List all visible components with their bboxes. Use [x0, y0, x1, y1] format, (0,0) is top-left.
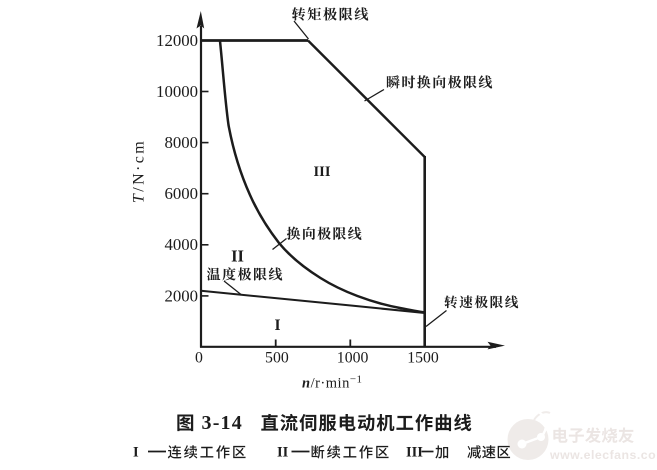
- svg-text:500: 500: [265, 350, 289, 367]
- svg-text:n/r·min−1: n/r·min−1: [302, 374, 363, 392]
- svg-text:I: I: [133, 445, 139, 461]
- svg-text:T/N·cm: T/N·cm: [131, 139, 148, 203]
- svg-text:III: III: [314, 164, 331, 180]
- svg-text:III: III: [406, 445, 423, 461]
- svg-text:1000: 1000: [337, 350, 369, 367]
- svg-text:2000: 2000: [164, 286, 198, 305]
- svg-text:II: II: [231, 247, 244, 266]
- svg-text:4000: 4000: [164, 235, 198, 254]
- svg-text:www.elecfans.com: www.elecfans.com: [549, 448, 657, 462]
- svg-text:6000: 6000: [164, 184, 198, 203]
- svg-text:II: II: [277, 445, 289, 461]
- svg-text:3-14: 3-14: [202, 412, 243, 434]
- svg-text:12000: 12000: [156, 31, 198, 50]
- svg-text:0: 0: [195, 350, 203, 367]
- svg-text:1500: 1500: [407, 350, 439, 367]
- svg-text:10000: 10000: [156, 82, 198, 101]
- svg-text:8000: 8000: [164, 133, 198, 152]
- svg-text:I: I: [274, 317, 280, 334]
